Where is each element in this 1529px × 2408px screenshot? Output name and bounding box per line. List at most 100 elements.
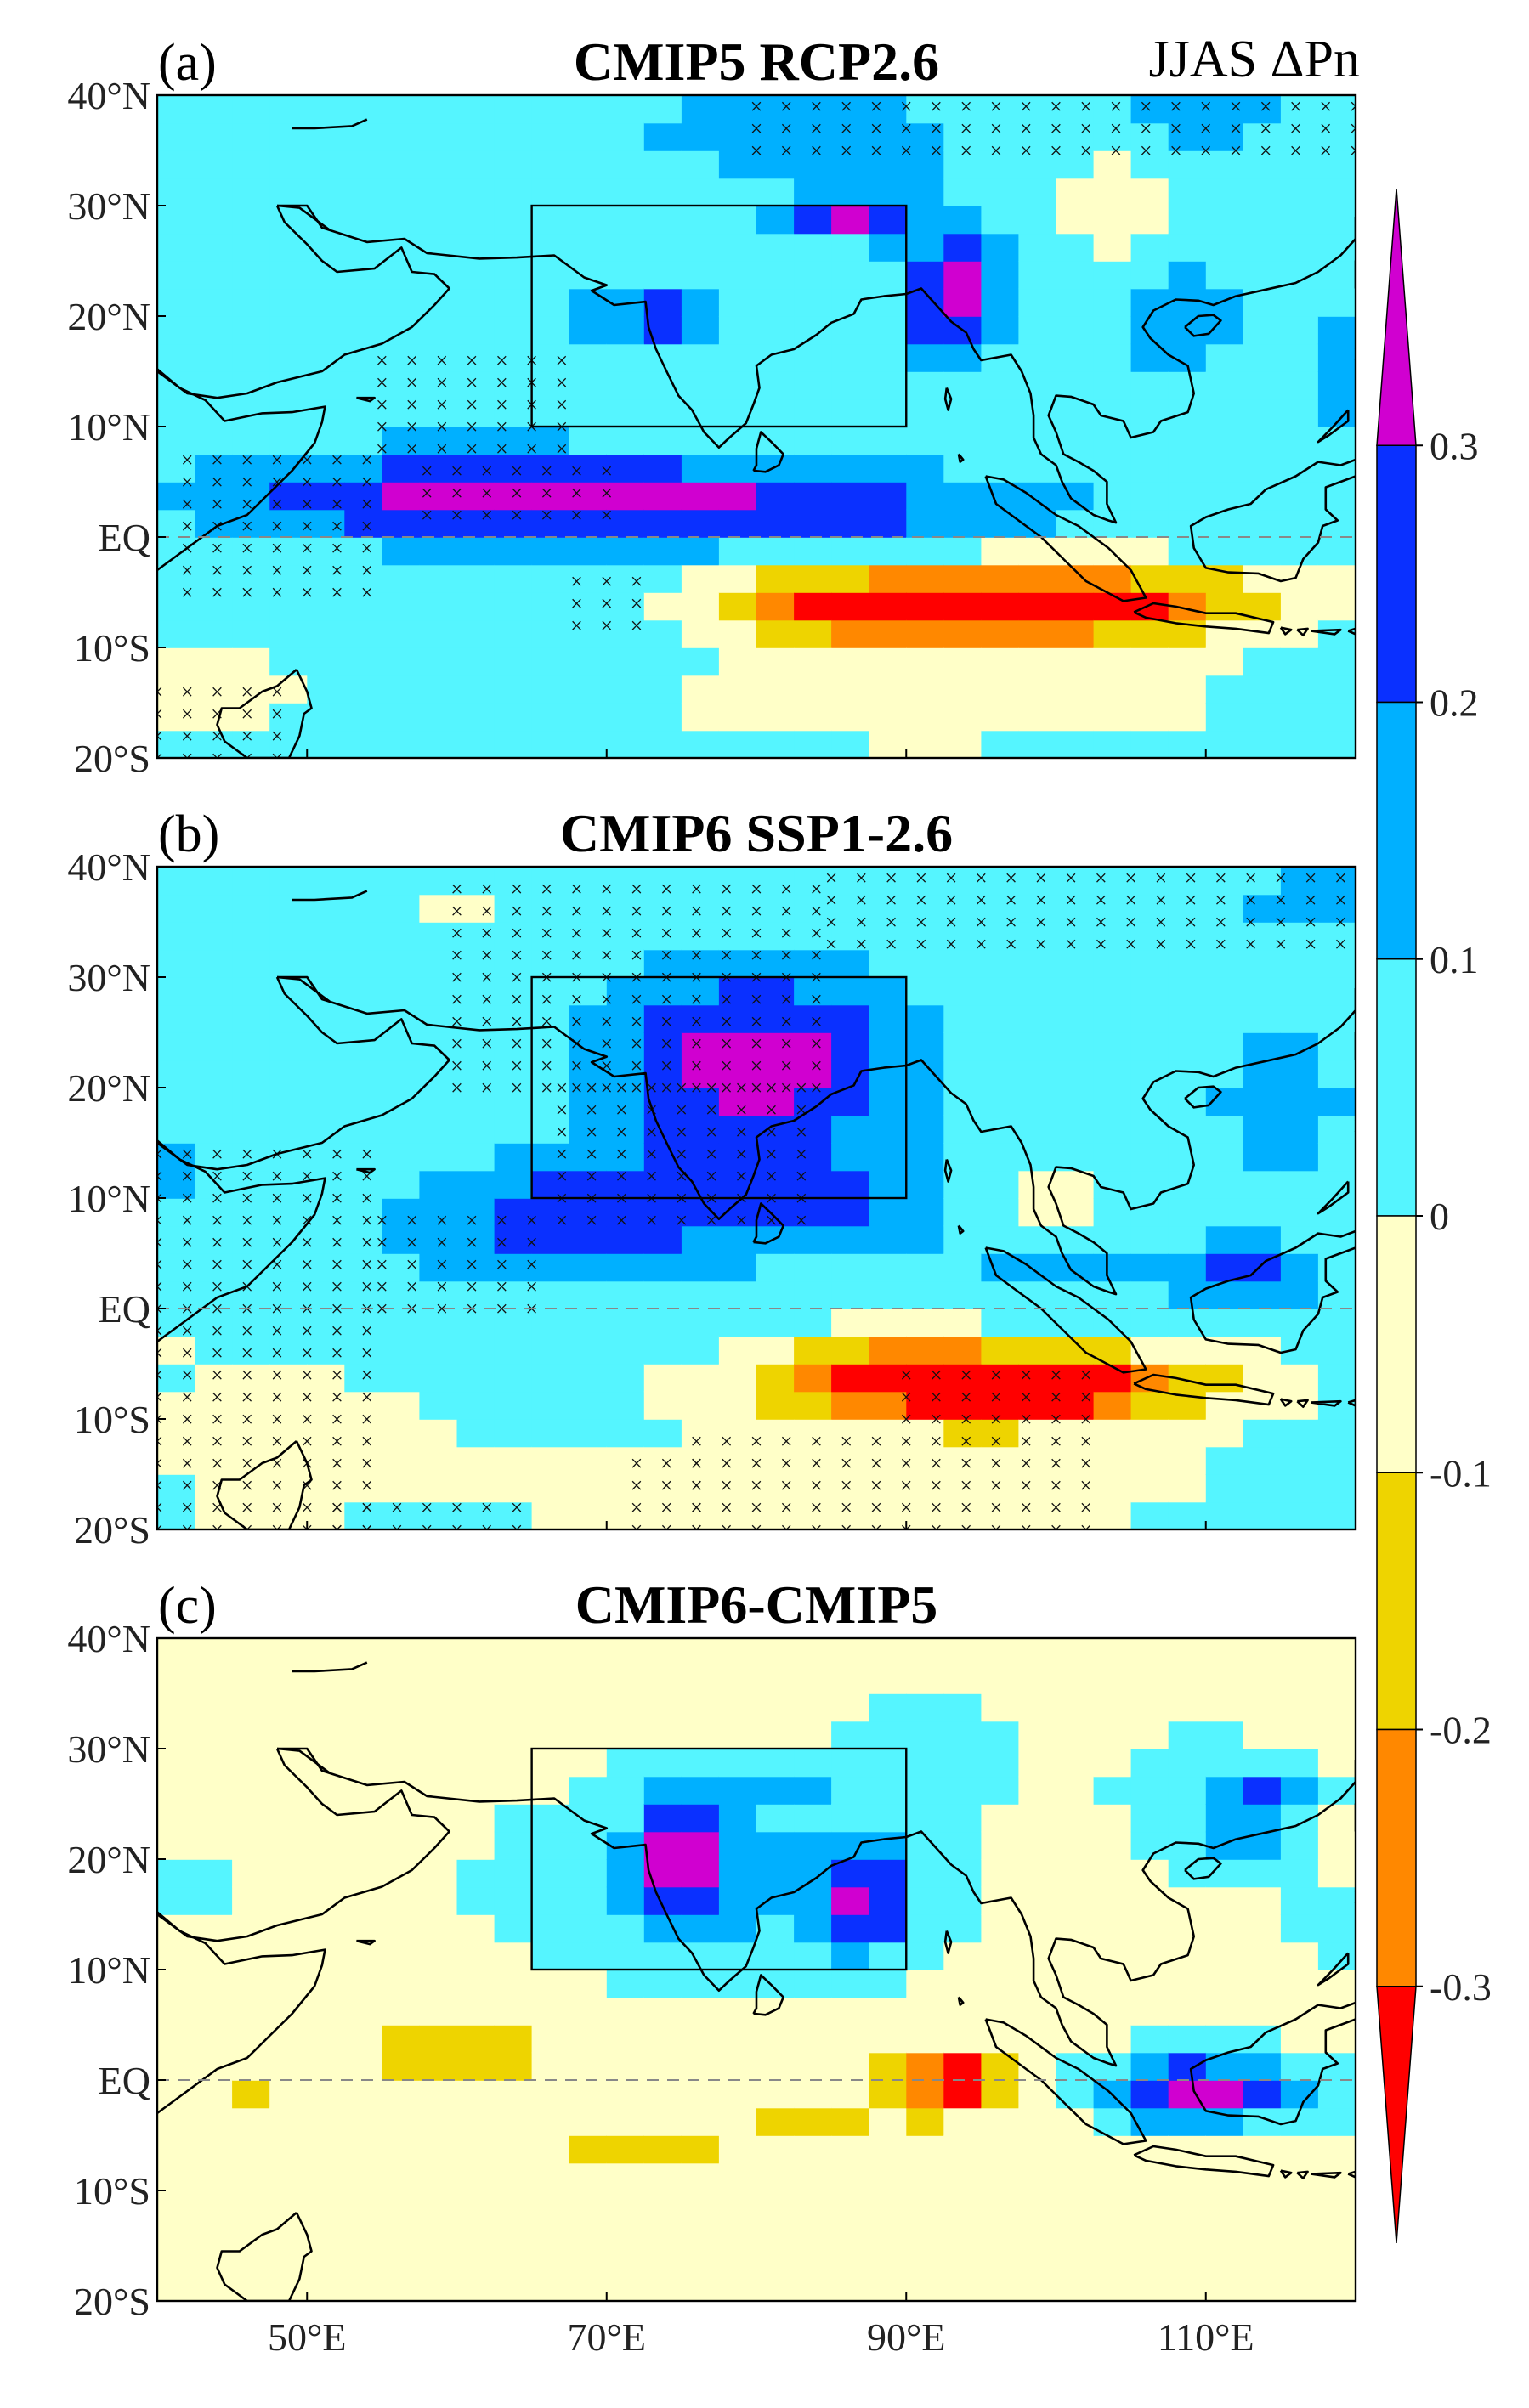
hatch-mark: × xyxy=(690,987,703,1012)
hatch-mark: × xyxy=(615,1164,628,1189)
hatch-mark: × xyxy=(750,116,763,141)
hatch-mark: × xyxy=(1095,866,1107,890)
hatch-mark: × xyxy=(870,1429,883,1454)
hatch-mark: × xyxy=(1095,932,1107,957)
hatch-mark: × xyxy=(241,514,253,539)
hatch-mark: × xyxy=(676,1208,688,1233)
hatch-mark: × xyxy=(600,481,613,506)
hatch-mark: × xyxy=(750,877,763,902)
hatch-mark: × xyxy=(1140,116,1152,141)
hatch-mark: × xyxy=(181,724,194,749)
hatch-mark: × xyxy=(660,1518,673,1542)
hatch-mark: × xyxy=(840,1495,852,1520)
hatch-mark: × xyxy=(271,1451,284,1476)
hatch-mark: × xyxy=(211,448,224,472)
coastline xyxy=(1279,626,1293,636)
hatch-mark: × xyxy=(331,1164,343,1189)
coastline xyxy=(1189,458,1356,583)
hatch-mark: × xyxy=(930,1429,943,1454)
coastline xyxy=(752,1202,784,1245)
hatch-mark: × xyxy=(990,1385,1003,1410)
hatch-mark: × xyxy=(511,877,524,902)
hatch-mark: × xyxy=(151,702,164,726)
hatch-mark: × xyxy=(990,94,1003,119)
hatch-mark: × xyxy=(211,470,224,495)
hatch-mark: × xyxy=(1305,932,1317,957)
hatch-mark: × xyxy=(405,415,418,439)
lat-tick-label: 10°S xyxy=(74,2169,150,2213)
hatch-mark: × xyxy=(720,1518,733,1542)
coastline xyxy=(1317,1952,1350,1987)
hatch-mark: × xyxy=(1005,910,1017,935)
hatch-mark: × xyxy=(1050,1363,1062,1388)
hatch-mark: × xyxy=(271,1275,284,1299)
hatch-mark: × xyxy=(1185,888,1198,913)
hatch-mark: × xyxy=(301,1385,314,1410)
coastline xyxy=(1310,1399,1342,1407)
hatch-mark: × xyxy=(600,921,613,946)
hatch-mark: × xyxy=(1275,888,1288,913)
coastline xyxy=(1317,1180,1350,1215)
hatch-mark: × xyxy=(181,1319,194,1343)
hatch-mark: × xyxy=(975,888,988,913)
hatch-mark: × xyxy=(750,1009,763,1034)
hatch-mark: × xyxy=(541,481,553,506)
hatch-mark: × xyxy=(810,116,823,141)
hatch-mark: × xyxy=(376,1230,388,1255)
colorbar-tick-label: -0.3 xyxy=(1430,1965,1492,2009)
hatch-mark: × xyxy=(331,470,343,495)
hatch-mark: × xyxy=(181,1407,194,1432)
hatch-mark: × xyxy=(915,888,928,913)
coastline xyxy=(292,890,368,902)
hatch-mark: × xyxy=(360,1363,373,1388)
hatch-mark: × xyxy=(690,1495,703,1520)
coastline xyxy=(1354,1031,1356,1060)
hatch-mark: × xyxy=(271,536,284,561)
hatch-mark: × xyxy=(331,1252,343,1277)
hatch-mark: × xyxy=(1334,910,1347,935)
hatch-mark: × xyxy=(480,877,493,902)
coastline xyxy=(943,1930,953,1954)
coastline xyxy=(957,1996,965,2006)
coastline xyxy=(1354,347,1356,360)
hatch-mark: × xyxy=(1079,116,1092,141)
hatch-mark: × xyxy=(780,877,793,902)
hatch-mark: × xyxy=(660,943,673,968)
hatch-mark: × xyxy=(975,910,988,935)
hatch-mark: × xyxy=(211,1407,224,1432)
hatch-mark: × xyxy=(1215,888,1227,913)
hatch-mark: × xyxy=(570,987,583,1012)
hatch-mark: × xyxy=(376,415,388,439)
hatch-mark: × xyxy=(360,1518,373,1542)
hatch-mark: × xyxy=(331,1142,343,1167)
hatch-mark: × xyxy=(436,1208,449,1233)
hatch-mark: × xyxy=(720,987,733,1012)
map-panel-3: 40°N 30°N 20°N 10°N EQ 10°S 20°S (c) CMIP6-CMIP5 xyxy=(67,1574,1357,2323)
hatch-mark: × xyxy=(600,503,613,528)
hatch-mark: × xyxy=(676,1120,688,1145)
hatch-mark: × xyxy=(1140,94,1152,119)
hatch-mark: × xyxy=(750,94,763,119)
hatch-mark: × xyxy=(331,1407,343,1432)
hatch-mark: × xyxy=(720,1429,733,1454)
hatch-mark: × xyxy=(331,1208,343,1233)
hatch-mark: × xyxy=(556,1164,569,1189)
hatch-mark: × xyxy=(1110,116,1123,141)
hatch-mark: × xyxy=(525,1230,538,1255)
hatch-mark: × xyxy=(331,1341,343,1365)
hatch-mark: × xyxy=(301,580,314,605)
hatch-mark: × xyxy=(151,1451,164,1476)
coastline xyxy=(1133,602,1275,635)
hatch-mark: × xyxy=(181,1275,194,1299)
hatch-mark: × xyxy=(930,116,943,141)
hatch-mark: × xyxy=(360,514,373,539)
hatch-mark: × xyxy=(600,613,613,638)
hatch-mark: × xyxy=(301,1429,314,1454)
hatch-mark: × xyxy=(525,1208,538,1233)
hatch-mark: × xyxy=(1289,138,1302,163)
hatch-mark: × xyxy=(151,1495,164,1520)
hatch-mark: × xyxy=(570,591,583,616)
hatch-mark: × xyxy=(720,877,733,902)
hatch-mark: × xyxy=(391,1518,404,1542)
